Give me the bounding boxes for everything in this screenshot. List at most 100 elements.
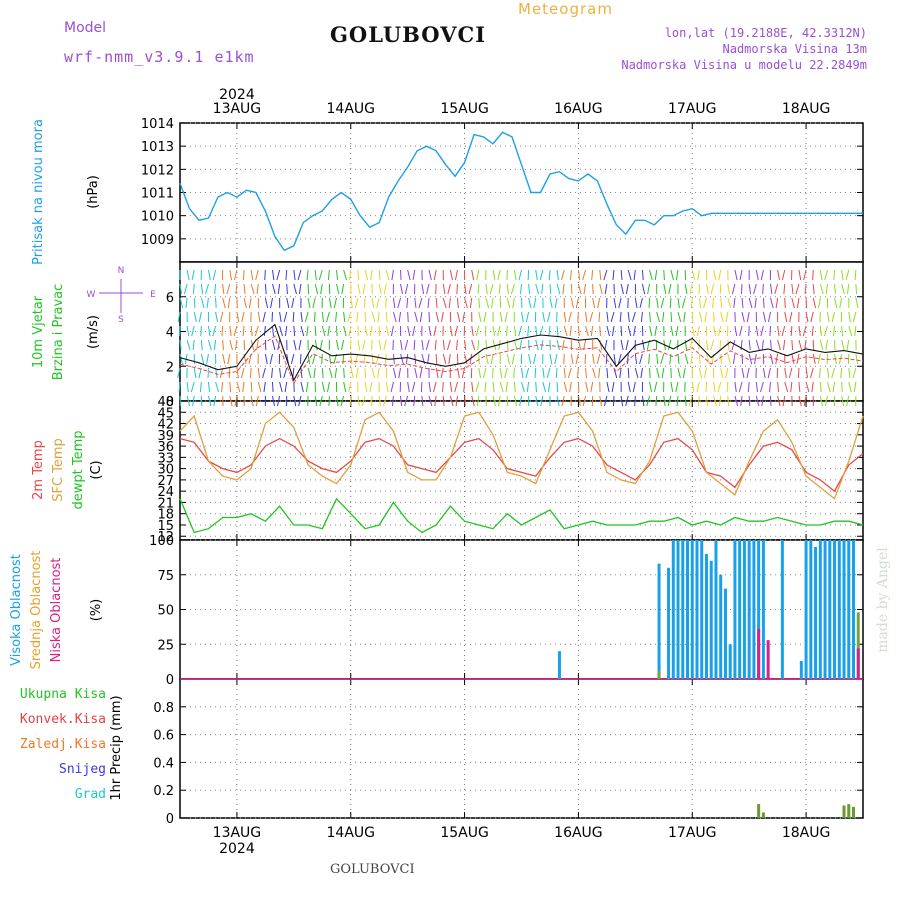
wind-barb (192, 283, 195, 295)
wind-barb (343, 325, 347, 337)
wind-barb (563, 367, 566, 379)
wind-barb (300, 325, 305, 337)
wind-barb (727, 353, 731, 365)
wind-barb (556, 339, 560, 351)
wind-barb (404, 283, 409, 295)
wind-barb (449, 395, 454, 407)
wind-barb (186, 395, 191, 407)
wind-barb (304, 311, 309, 323)
cloud-bar (847, 540, 851, 679)
wind-barb (385, 297, 387, 309)
wind-barb (727, 395, 730, 407)
wind-barb (589, 311, 594, 323)
wind-barb (419, 311, 423, 323)
wind-barb (654, 269, 658, 281)
wind-barb (840, 367, 843, 379)
wind-barb (841, 283, 845, 295)
wind-barb-field (177, 269, 859, 407)
wind-barb (770, 353, 774, 365)
wind-barb (442, 353, 447, 365)
ytick-label: 0.4 (153, 756, 174, 771)
wind-barb (791, 297, 795, 309)
wind-barb (518, 325, 522, 337)
wind-axis-title-2: Brzina i Pravac (51, 284, 66, 381)
wind-barb (740, 283, 743, 295)
wind-barb (825, 283, 828, 295)
wind-barb (442, 381, 444, 393)
wind-barb (475, 381, 480, 393)
wind-barb (385, 325, 390, 337)
wind-barb (489, 283, 494, 295)
cloud-bar (742, 540, 746, 679)
wind-barb (770, 283, 773, 295)
wind-barb (222, 339, 224, 351)
wind-barb (371, 353, 374, 365)
wind-barb (649, 311, 651, 323)
wind-barb (286, 283, 288, 295)
wind-barb (839, 297, 843, 309)
wind-barb (640, 311, 643, 323)
wind-barb (727, 297, 732, 309)
wind-barb (357, 283, 361, 295)
wind-barb (783, 283, 786, 295)
xtick-label-top: 17AUG (668, 101, 717, 117)
wind-barb (471, 339, 476, 351)
wind-barb (556, 325, 559, 337)
cloud-bar (686, 540, 690, 679)
wind-barb (677, 353, 680, 365)
wind-barb (300, 311, 303, 323)
wind-barb (798, 325, 801, 337)
wind-barb (791, 283, 794, 295)
wind-barb (321, 311, 325, 323)
wind-barb (428, 269, 432, 281)
cloud-bar (856, 612, 860, 679)
wind-barb (242, 325, 245, 337)
wind-barb (620, 339, 624, 351)
wind-barb (542, 311, 546, 323)
precip-bar (757, 804, 761, 818)
cloud-bar (667, 567, 671, 679)
wind-barb (725, 311, 729, 323)
wind-barb (542, 367, 545, 379)
wind-barb (364, 381, 368, 393)
wind-barb (662, 311, 665, 323)
wind-barb (200, 353, 205, 365)
wind-barb (826, 367, 830, 379)
wind-barb (335, 311, 338, 323)
wind-barb (413, 339, 416, 351)
wind-barb (819, 339, 824, 351)
wind-barb (703, 297, 707, 309)
wind-barb (619, 311, 622, 323)
wind-barb (627, 269, 632, 281)
wind-barb (838, 353, 843, 365)
wind-barb (598, 311, 601, 323)
wind-barb (555, 367, 558, 379)
wind-barb (378, 339, 382, 351)
wind-barb (810, 367, 814, 379)
wind-barb (442, 395, 445, 407)
cloud-axis-title-1: Visoka Oblacnost (9, 554, 24, 666)
wind-barb (675, 325, 679, 337)
wind-barb (831, 311, 836, 323)
wind-barb (215, 381, 220, 393)
wind-barb (448, 353, 451, 365)
wind-barb (646, 395, 651, 407)
wind-barb (305, 381, 309, 393)
wind-barb (541, 283, 544, 295)
wind-barb (753, 283, 757, 295)
wind-barb (234, 339, 238, 351)
wind-barb (421, 283, 425, 295)
wind-barb (811, 325, 814, 337)
wind-barb (341, 283, 345, 295)
wind-barb (279, 367, 282, 379)
wind-barb (392, 395, 394, 407)
wind-barb (731, 339, 736, 351)
wind-barb (599, 269, 602, 281)
xtick-label-bottom: 17AUG (668, 825, 717, 841)
wind-barb (689, 339, 693, 351)
wind-barb (739, 325, 743, 337)
wind-barb (469, 353, 473, 365)
wind-barb (400, 339, 403, 351)
wind-barb (549, 283, 552, 295)
wind-barb (263, 381, 266, 393)
